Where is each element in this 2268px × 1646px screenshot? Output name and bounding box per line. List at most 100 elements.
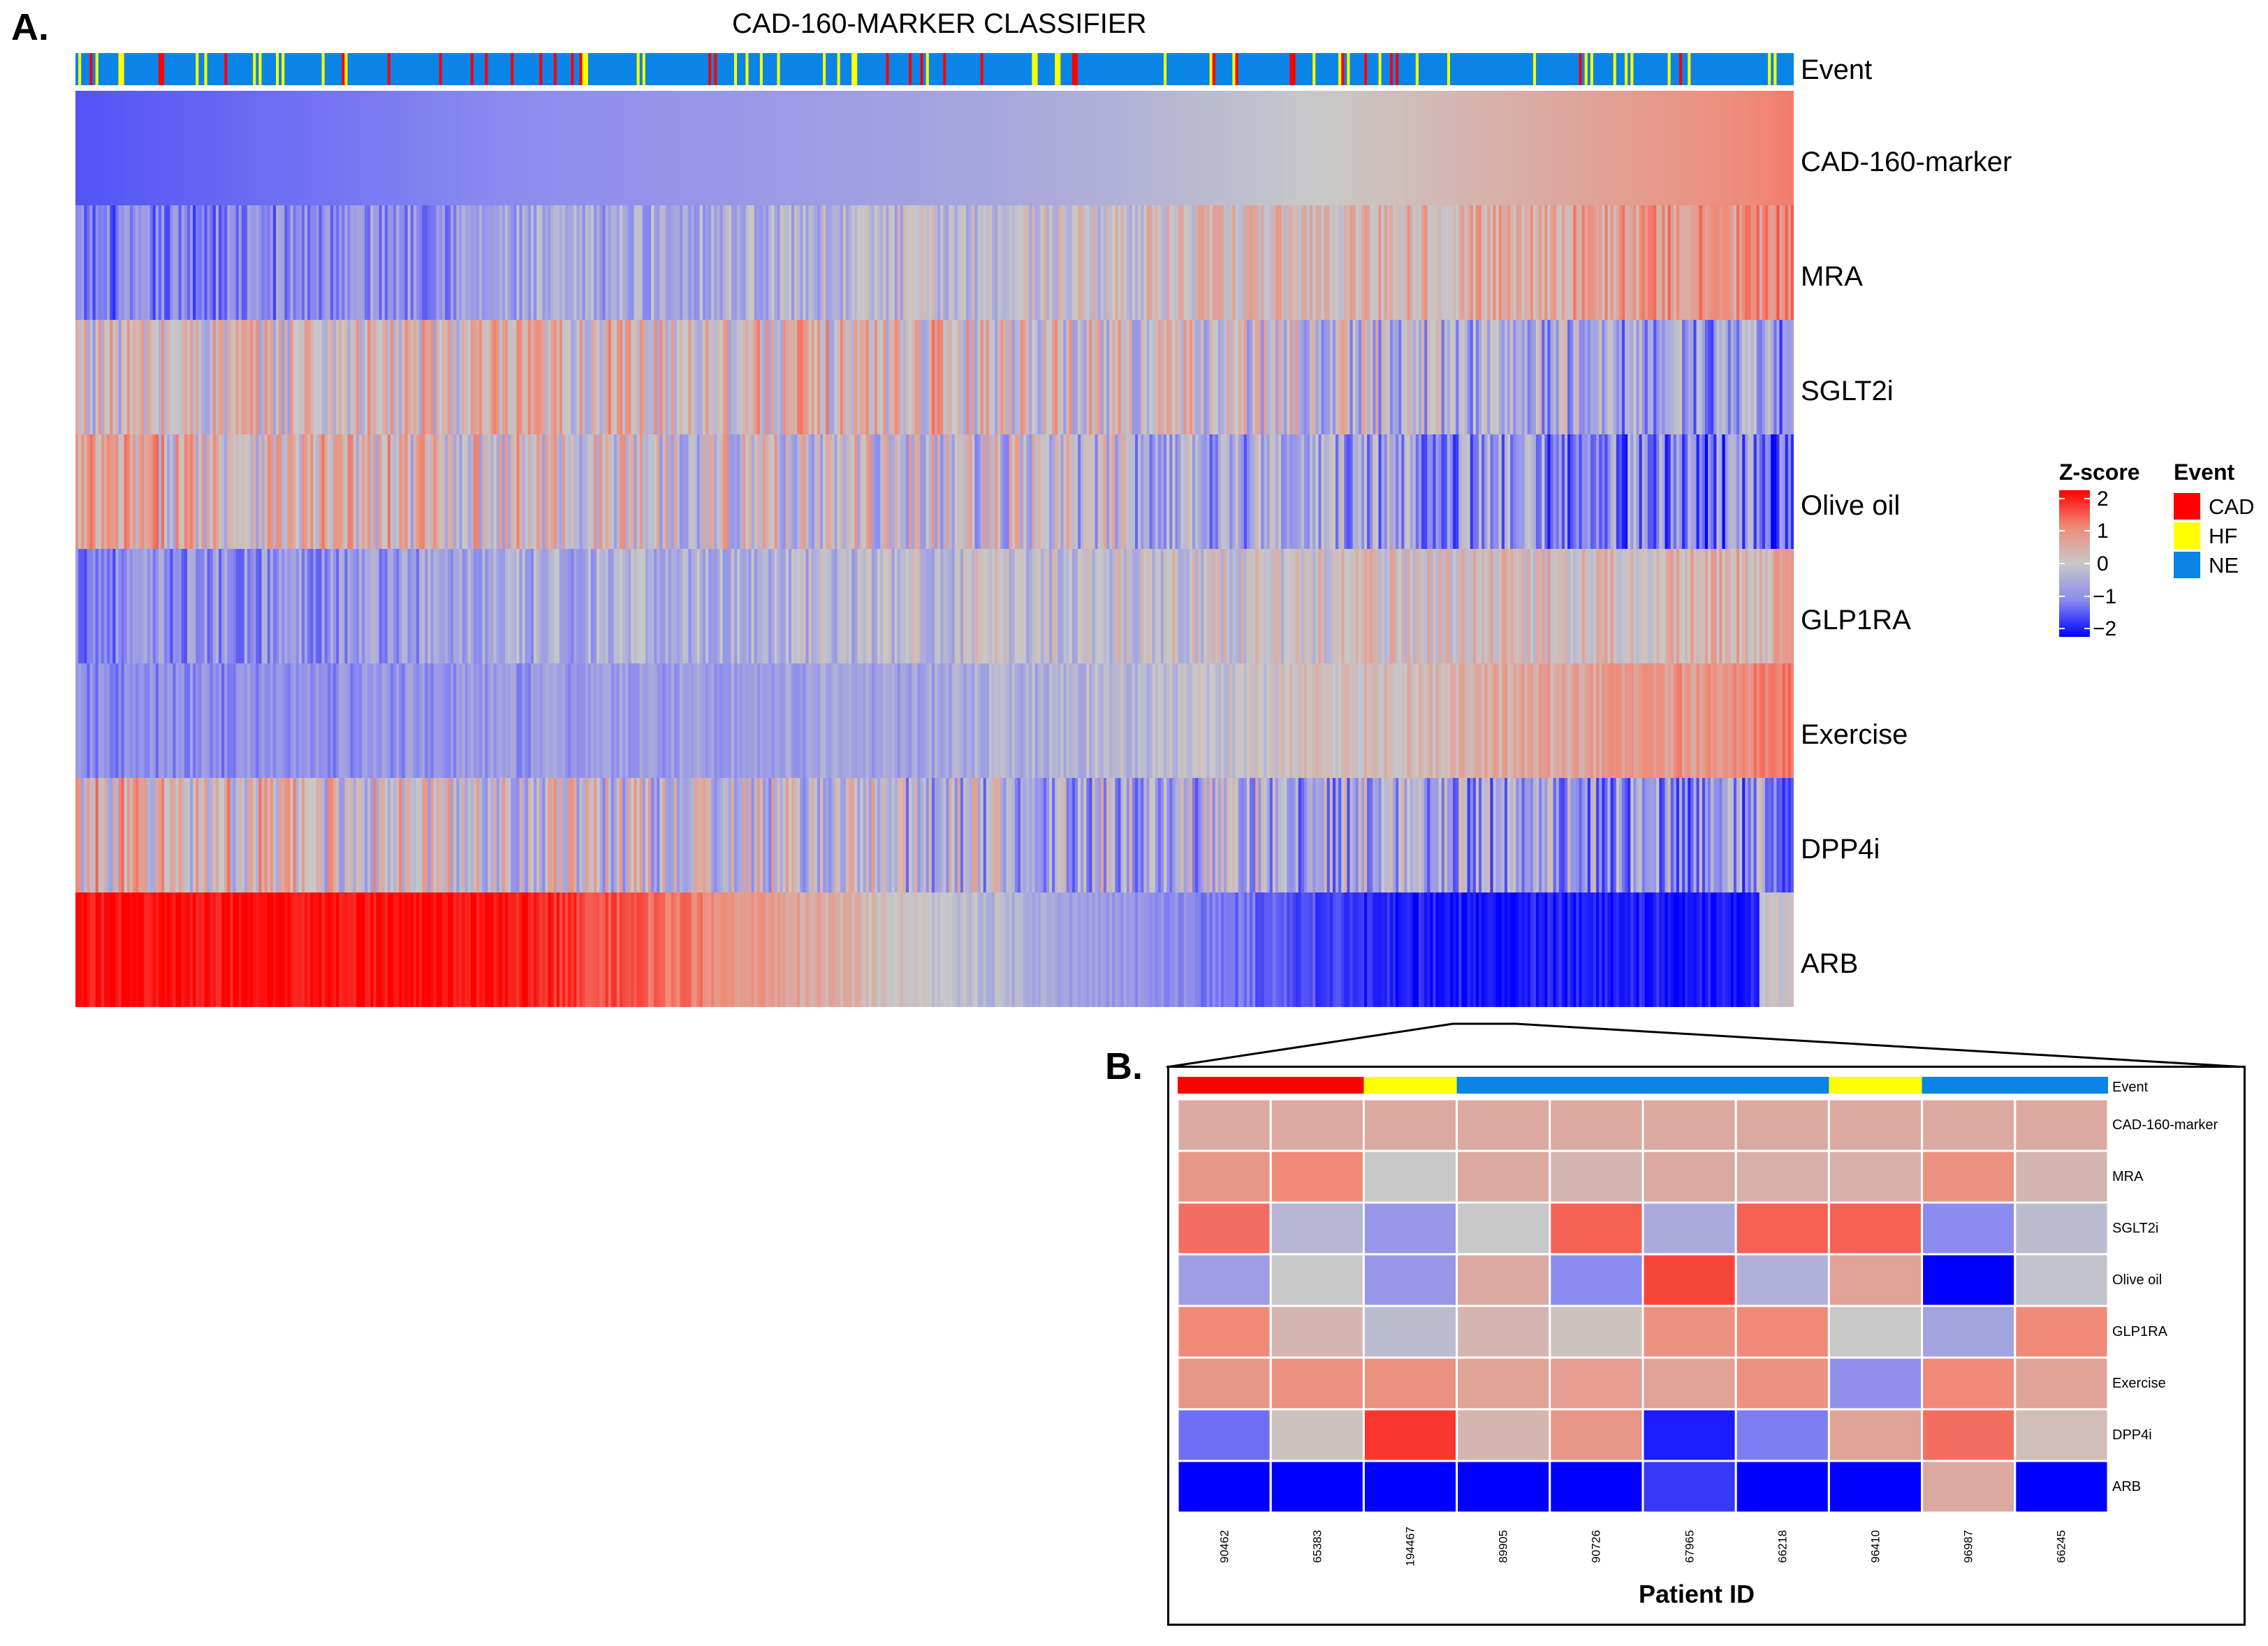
event-cell — [1160, 53, 1164, 85]
heatmap-cell — [456, 778, 460, 892]
heatmap-cell — [737, 205, 740, 320]
event-cell — [161, 53, 165, 85]
heatmap-cell — [1321, 549, 1325, 663]
heatmap-cell — [1690, 663, 1695, 778]
heatmap-cell — [505, 663, 509, 778]
heatmap-cell — [1641, 663, 1646, 778]
heatmap-cell — [453, 434, 457, 549]
heatmap-cell — [144, 778, 148, 892]
event-cell — [396, 53, 400, 85]
heatmap-cell — [711, 320, 715, 434]
heatmap-cell — [324, 549, 328, 663]
heatmap-cell — [490, 549, 495, 663]
heatmap-cell — [1310, 434, 1313, 549]
heatmap-cell — [441, 91, 446, 205]
heatmap-cell — [1063, 778, 1067, 892]
heatmap-cell — [1393, 778, 1396, 892]
heatmap-cell — [1759, 91, 1763, 205]
heatmap-cell — [256, 778, 259, 892]
heatmap-cell — [536, 549, 540, 663]
heatmap-cell — [1252, 320, 1256, 434]
heatmap-cell — [161, 91, 165, 205]
heatmap-cell — [1553, 320, 1557, 434]
heatmap-cell — [1699, 205, 1703, 320]
heatmap-cell — [1155, 205, 1159, 320]
heatmap-cell — [1613, 434, 1617, 549]
heatmap-cell — [536, 320, 540, 434]
heatmap-cell — [1120, 549, 1125, 663]
heatmap-cell — [1058, 320, 1061, 434]
heatmap-cell — [1352, 663, 1356, 778]
heatmap-cell — [582, 892, 586, 1007]
heatmap-cell — [1596, 91, 1600, 205]
heatmap-cell — [496, 434, 500, 549]
heatmap-cell — [1567, 663, 1571, 778]
heatmap-cell — [1679, 320, 1683, 434]
event-cell — [591, 53, 594, 85]
heatmap-cell — [118, 778, 122, 892]
heatmap-cell — [333, 663, 337, 778]
heatmap-cell — [1424, 205, 1428, 320]
heatmap-cell — [642, 91, 646, 205]
heatmap-cell — [754, 434, 758, 549]
heatmap-cell — [1622, 205, 1625, 320]
event-cell — [1787, 53, 1792, 85]
heatmap-cell — [1516, 663, 1519, 778]
heatmap-cell — [694, 205, 698, 320]
heatmap-cell — [365, 549, 368, 663]
heatmap-cell — [608, 320, 612, 434]
heatmap-cell — [1573, 91, 1576, 205]
heatmap-cell — [281, 320, 285, 434]
event-cell — [433, 53, 437, 85]
heatmap-cell — [287, 663, 291, 778]
heatmap-cell — [193, 205, 196, 320]
heatmap-cell — [152, 434, 156, 549]
heatmap-cell — [347, 320, 351, 434]
heatmap-cell — [966, 778, 970, 892]
heatmap-cell — [928, 320, 932, 434]
heatmap-cell — [1771, 663, 1774, 778]
heatmap-cell — [1149, 549, 1153, 663]
heatmap-cell — [1733, 205, 1737, 320]
heatmap-cell — [1143, 205, 1147, 320]
heatmap-cell — [974, 91, 979, 205]
heatmap-cell — [594, 663, 597, 778]
heatmap-cell — [917, 91, 921, 205]
heatmap-cell — [1037, 778, 1041, 892]
heatmap-cell — [845, 205, 849, 320]
heatmap-cell — [1109, 549, 1113, 663]
heatmap-cell — [1510, 320, 1514, 434]
heatmap-cell — [1078, 434, 1081, 549]
heatmap-cell — [748, 434, 752, 549]
heatmap-cell — [136, 663, 139, 778]
heatmap-cell — [1373, 663, 1376, 778]
event-cell — [1224, 53, 1227, 85]
heatmap-cell — [1252, 778, 1256, 892]
heatmap-cell — [1009, 320, 1013, 434]
heatmap-cell — [1112, 320, 1115, 434]
heatmap-cell — [75, 91, 79, 205]
heatmap-cell — [605, 91, 609, 205]
heatmap-cell — [969, 91, 972, 205]
heatmap-cell — [1556, 205, 1560, 320]
heatmap-cell — [147, 663, 151, 778]
heatmap-cell — [1398, 434, 1402, 549]
heatmap-cell — [1083, 205, 1087, 320]
heatmap-cell — [1172, 205, 1176, 320]
event-cell — [1232, 53, 1236, 85]
heatmap-cell — [379, 892, 383, 1007]
heatmap-cell — [1753, 434, 1757, 549]
heatmap-cell — [1495, 434, 1500, 549]
heatmap-cell — [1367, 663, 1370, 778]
heatmap-cell — [1790, 91, 1794, 205]
heatmap-cell — [1235, 549, 1239, 663]
heatmap-cell — [1519, 778, 1523, 892]
heatmap-cell — [659, 663, 664, 778]
heatmap-cell — [1453, 549, 1456, 663]
heatmap-cell — [1730, 320, 1734, 434]
heatmap-cell — [136, 892, 139, 1007]
heatmap-cell — [1565, 91, 1568, 205]
heatmap-cell — [774, 320, 778, 434]
heatmap-cell — [1195, 434, 1199, 549]
heatmap-cell — [582, 91, 586, 205]
